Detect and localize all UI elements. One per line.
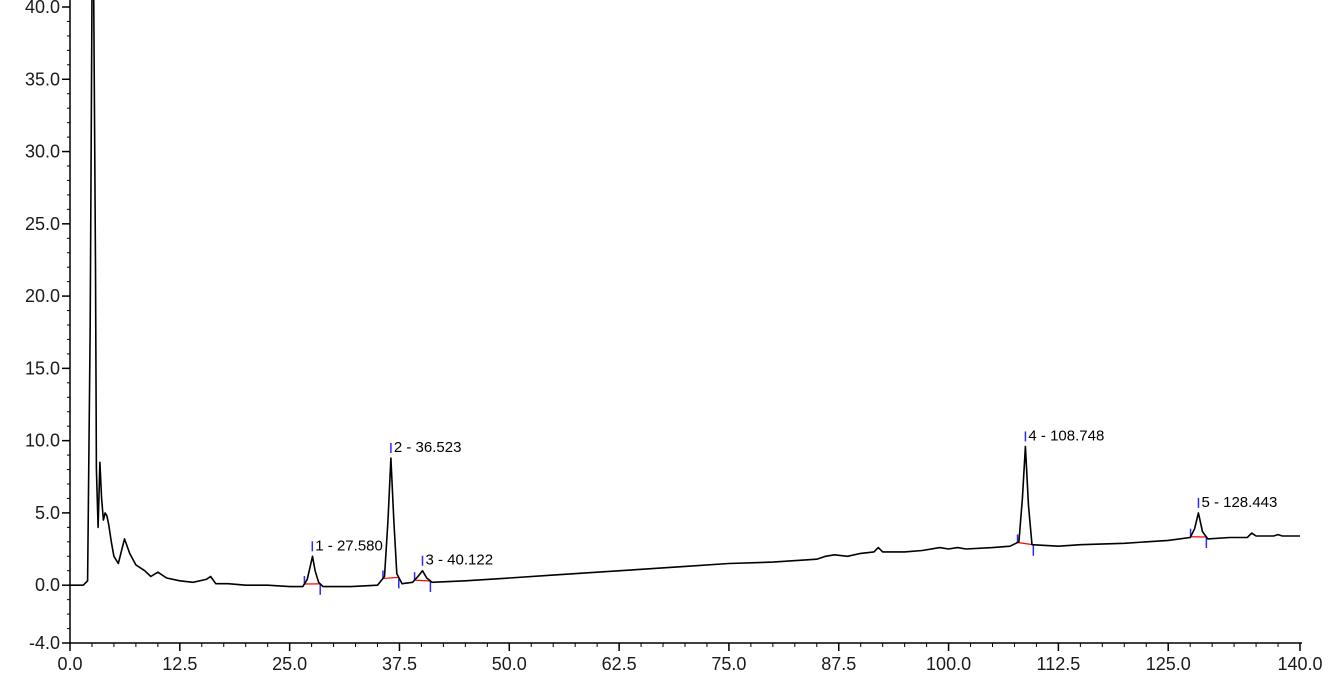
tick-labels: -4.00.05.010.015.020.025.030.035.040.00.… xyxy=(25,0,1323,674)
peak-label: 2 - 36.523 xyxy=(394,439,462,456)
y-tick-label: -4.0 xyxy=(29,633,60,653)
peak-markers xyxy=(303,431,1208,595)
y-tick-label: 15.0 xyxy=(25,358,60,378)
peak-label: 1 - 27.580 xyxy=(315,537,383,554)
y-tick-label: 40.0 xyxy=(25,0,60,17)
peak-labels: 1 - 27.580 2 - 36.523 3 - 40.122 4 - 108.74… xyxy=(315,427,1277,568)
peak-label: 5 - 128.443 xyxy=(1201,494,1277,511)
x-tick-label: 75.0 xyxy=(711,654,746,674)
peak-label: 3 - 40.122 xyxy=(426,552,494,569)
peak-baseline xyxy=(382,576,399,580)
y-tick-label: 30.0 xyxy=(25,142,60,162)
x-tick-label: 87.5 xyxy=(821,654,856,674)
y-tick-label: 35.0 xyxy=(25,69,60,89)
chromatogram-trace xyxy=(70,0,1300,588)
peak-label: 4 - 108.748 xyxy=(1028,427,1104,444)
peak-baselines xyxy=(304,536,1207,585)
x-tick-label: 125.0 xyxy=(1146,654,1191,674)
y-tick-label: 5.0 xyxy=(35,503,60,523)
x-tick-label: 50.0 xyxy=(492,654,527,674)
axes xyxy=(62,0,1302,651)
y-tick-label: 25.0 xyxy=(25,214,60,234)
x-tick-label: 0.0 xyxy=(57,654,82,674)
peak-baseline xyxy=(414,579,431,582)
y-tick-label: 0.0 xyxy=(35,575,60,595)
trace-group xyxy=(70,0,1300,588)
x-tick-label: 140.0 xyxy=(1277,654,1322,674)
x-tick-label: 100.0 xyxy=(926,654,971,674)
y-tick-label: 20.0 xyxy=(25,286,60,306)
x-tick-label: 12.5 xyxy=(162,654,197,674)
x-tick-label: 37.5 xyxy=(382,654,417,674)
x-tick-label: 25.0 xyxy=(272,654,307,674)
peak-baseline xyxy=(1017,541,1034,546)
y-tick-label: 10.0 xyxy=(25,431,60,451)
x-tick-label: 112.5 xyxy=(1037,654,1081,674)
x-tick-label: 62.5 xyxy=(602,654,637,674)
